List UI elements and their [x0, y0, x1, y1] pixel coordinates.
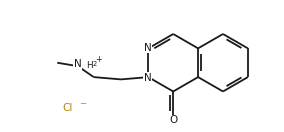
Text: N: N: [74, 59, 82, 69]
Text: N: N: [144, 43, 152, 53]
Text: H: H: [86, 61, 93, 70]
Text: Cl: Cl: [62, 103, 73, 113]
Text: −: −: [79, 100, 86, 109]
Text: +: +: [95, 55, 102, 64]
Text: N: N: [144, 73, 152, 83]
Text: O: O: [169, 115, 177, 125]
Text: 2: 2: [92, 62, 97, 67]
